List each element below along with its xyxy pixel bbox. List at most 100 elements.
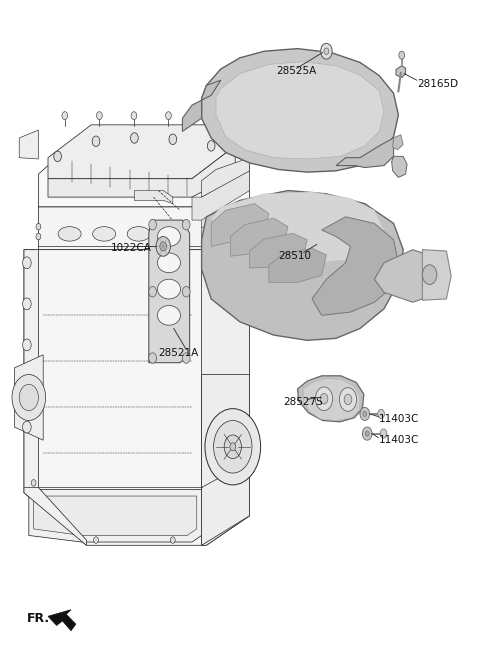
- Ellipse shape: [58, 227, 81, 241]
- Polygon shape: [312, 217, 398, 315]
- Ellipse shape: [127, 227, 150, 241]
- Ellipse shape: [162, 227, 185, 241]
- Polygon shape: [192, 168, 250, 220]
- Circle shape: [224, 435, 241, 459]
- Ellipse shape: [157, 253, 180, 273]
- Circle shape: [156, 237, 170, 256]
- Circle shape: [131, 112, 137, 120]
- Polygon shape: [34, 496, 197, 535]
- Polygon shape: [182, 80, 221, 131]
- Text: 28525A: 28525A: [276, 66, 316, 76]
- Circle shape: [363, 411, 367, 417]
- Circle shape: [23, 257, 31, 269]
- Circle shape: [315, 387, 333, 411]
- Polygon shape: [202, 208, 250, 228]
- Text: 11403C: 11403C: [379, 435, 420, 445]
- Polygon shape: [134, 191, 173, 204]
- Polygon shape: [48, 125, 235, 179]
- Polygon shape: [24, 250, 86, 545]
- Polygon shape: [360, 410, 365, 414]
- Polygon shape: [202, 191, 403, 340]
- Polygon shape: [269, 248, 326, 283]
- Circle shape: [339, 388, 357, 411]
- Text: 28521A: 28521A: [158, 348, 199, 359]
- Polygon shape: [202, 236, 250, 256]
- Polygon shape: [48, 610, 76, 631]
- Polygon shape: [38, 164, 250, 250]
- Circle shape: [182, 353, 190, 363]
- Circle shape: [36, 233, 41, 240]
- Polygon shape: [202, 217, 250, 237]
- Circle shape: [324, 48, 329, 55]
- Polygon shape: [422, 250, 451, 300]
- Ellipse shape: [157, 227, 180, 246]
- Polygon shape: [367, 434, 372, 438]
- Polygon shape: [393, 135, 403, 150]
- Circle shape: [321, 43, 332, 59]
- Circle shape: [36, 223, 41, 230]
- Ellipse shape: [157, 279, 180, 299]
- Text: 28510: 28510: [278, 251, 312, 261]
- Polygon shape: [211, 192, 384, 264]
- Circle shape: [422, 265, 437, 284]
- Circle shape: [214, 420, 252, 473]
- Circle shape: [238, 220, 242, 227]
- Circle shape: [54, 151, 61, 162]
- Polygon shape: [392, 156, 407, 177]
- Circle shape: [149, 286, 156, 297]
- Circle shape: [169, 134, 177, 145]
- Circle shape: [182, 286, 190, 297]
- Polygon shape: [303, 378, 360, 420]
- Circle shape: [31, 480, 36, 486]
- Circle shape: [380, 429, 387, 438]
- Circle shape: [207, 141, 215, 151]
- Circle shape: [92, 136, 100, 147]
- Polygon shape: [250, 233, 307, 268]
- Circle shape: [23, 298, 31, 310]
- Polygon shape: [202, 158, 250, 197]
- Text: 1022CA: 1022CA: [110, 243, 151, 254]
- Circle shape: [94, 537, 98, 543]
- Circle shape: [205, 409, 261, 485]
- Ellipse shape: [157, 306, 180, 325]
- Circle shape: [96, 112, 102, 120]
- Polygon shape: [19, 130, 38, 159]
- Polygon shape: [202, 374, 250, 545]
- Circle shape: [378, 409, 384, 419]
- Circle shape: [218, 214, 223, 220]
- Circle shape: [399, 51, 405, 59]
- Polygon shape: [360, 414, 365, 418]
- Circle shape: [362, 427, 372, 440]
- Circle shape: [170, 537, 175, 543]
- Circle shape: [160, 242, 167, 251]
- Circle shape: [182, 219, 190, 230]
- Polygon shape: [38, 131, 250, 207]
- Polygon shape: [24, 227, 250, 545]
- Circle shape: [23, 421, 31, 433]
- Polygon shape: [14, 355, 43, 440]
- Polygon shape: [336, 138, 394, 168]
- Circle shape: [131, 133, 138, 143]
- Polygon shape: [149, 220, 190, 363]
- Circle shape: [12, 374, 46, 420]
- Text: 28527S: 28527S: [283, 397, 323, 407]
- Text: 11403C: 11403C: [379, 414, 420, 424]
- Polygon shape: [396, 66, 406, 78]
- Polygon shape: [211, 204, 269, 246]
- Polygon shape: [362, 430, 367, 434]
- Polygon shape: [365, 410, 370, 414]
- Polygon shape: [202, 227, 250, 545]
- Polygon shape: [365, 430, 370, 434]
- Polygon shape: [202, 49, 398, 172]
- Polygon shape: [29, 489, 202, 542]
- Circle shape: [166, 112, 171, 120]
- Circle shape: [23, 380, 31, 392]
- Polygon shape: [298, 376, 364, 422]
- Circle shape: [320, 394, 328, 404]
- Polygon shape: [365, 434, 370, 438]
- Ellipse shape: [93, 227, 116, 241]
- Circle shape: [149, 353, 156, 363]
- Circle shape: [19, 384, 38, 411]
- Circle shape: [62, 112, 68, 120]
- Circle shape: [365, 431, 369, 436]
